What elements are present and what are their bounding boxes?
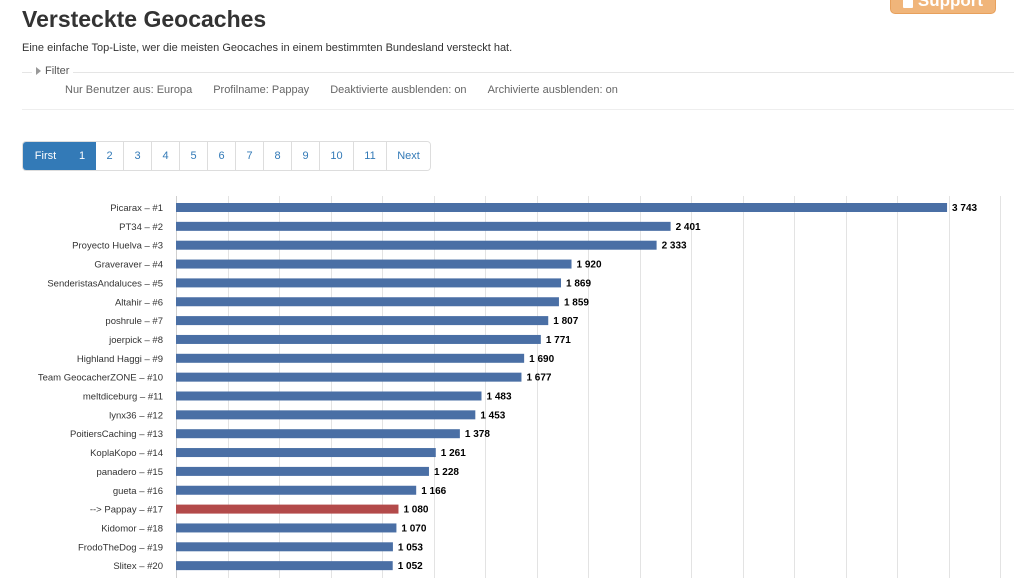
filter-option-deactivated: Deaktivierte ausblenden: on — [330, 84, 467, 96]
value-label: 3 743 — [952, 203, 977, 214]
filter-legend-label: Filter — [45, 65, 70, 77]
bar — [176, 203, 948, 212]
filter-option-profile: Profilname: Pappay — [213, 84, 310, 96]
category-label: poshrule – #7 — [105, 316, 163, 327]
value-label: 1 261 — [441, 448, 466, 459]
page-9[interactable]: 9 — [292, 142, 320, 170]
category-label: FrodoTheDog – #19 — [78, 542, 163, 553]
value-label: 1 080 — [403, 505, 428, 516]
bar — [176, 542, 393, 552]
bar — [176, 523, 397, 533]
category-label: lynx36 – #12 — [109, 410, 163, 421]
support-icon — [902, 0, 913, 8]
filter-fieldset-border — [22, 72, 1014, 73]
value-label: 1 453 — [480, 410, 505, 421]
bar — [176, 561, 393, 571]
bar — [176, 353, 525, 363]
value-label: 1 483 — [486, 392, 511, 403]
bar — [176, 448, 436, 458]
bar — [176, 504, 399, 514]
value-label: 1 070 — [401, 523, 426, 534]
bar — [176, 240, 657, 250]
page-11[interactable]: 11 — [354, 142, 387, 170]
expand-triangle-icon — [36, 67, 41, 75]
bar — [176, 391, 482, 401]
category-label: Highland Haggi – #9 — [77, 354, 163, 365]
page-10[interactable]: 10 — [320, 142, 354, 170]
bar — [176, 259, 572, 269]
category-label: KoplaKopo – #14 — [90, 448, 163, 459]
category-label: Graveraver – #4 — [94, 260, 163, 271]
pagination: First 1 2 3 4 5 6 7 8 9 10 11 Next — [22, 141, 431, 171]
bar — [176, 466, 429, 476]
value-label: 1 920 — [577, 260, 602, 271]
category-label: Altahir – #6 — [115, 297, 163, 308]
page-6[interactable]: 6 — [208, 142, 236, 170]
bar — [176, 221, 671, 231]
value-label: 2 333 — [662, 241, 687, 252]
filter-options: Nur Benutzer aus: Europa Profilname: Pap… — [65, 84, 618, 96]
category-label: Proyecto Huelva – #3 — [72, 241, 163, 252]
value-label: 1 166 — [421, 486, 446, 497]
value-label: 1 228 — [434, 467, 459, 478]
category-label: Kidomor – #18 — [101, 523, 163, 534]
category-label: joerpick – #8 — [108, 335, 163, 346]
value-label: 1 690 — [529, 354, 554, 365]
value-label: 1 052 — [398, 561, 423, 572]
value-label: 1 771 — [546, 335, 571, 346]
support-button[interactable]: Support — [890, 0, 996, 14]
page-2[interactable]: 2 — [96, 142, 124, 170]
value-label: 1 677 — [526, 373, 551, 384]
page-4[interactable]: 4 — [152, 142, 180, 170]
value-label: 1 859 — [564, 297, 589, 308]
value-label: 1 378 — [465, 429, 490, 440]
page-title: Versteckte Geocaches — [22, 6, 267, 32]
bar — [176, 278, 562, 288]
category-label: PT34 – #2 — [119, 222, 163, 233]
page-subtitle: Eine einfache Top-Liste, wer die meisten… — [22, 42, 513, 54]
page-next[interactable]: Next — [387, 142, 430, 170]
value-label: 1 053 — [398, 542, 423, 553]
bar — [176, 372, 522, 382]
filter-toggle[interactable]: Filter — [32, 65, 74, 77]
section-divider — [22, 109, 1014, 110]
category-label: --> Pappay – #17 — [90, 505, 163, 516]
page-3[interactable]: 3 — [124, 142, 152, 170]
bar — [176, 485, 417, 495]
category-label: Picarax – #1 — [110, 203, 163, 214]
category-label: panadero – #15 — [96, 467, 163, 478]
bar — [176, 316, 549, 326]
filter-option-archived: Archivierte ausblenden: on — [487, 84, 618, 96]
category-label: SenderistasAndaluces – #5 — [47, 278, 163, 289]
value-label: 1 807 — [553, 316, 578, 327]
bar — [176, 297, 559, 307]
category-label: gueta – #16 — [113, 486, 163, 497]
bar — [176, 429, 460, 439]
support-label: Support — [917, 0, 984, 10]
page-8[interactable]: 8 — [264, 142, 292, 170]
value-label: 2 401 — [676, 222, 701, 233]
filter-option-users: Nur Benutzer aus: Europa — [65, 84, 193, 96]
value-label: 1 869 — [566, 278, 591, 289]
page-7[interactable]: 7 — [236, 142, 264, 170]
bar-chart: Picarax – #1 3 743 PT34 – #2 2 401 Proyecto … — [38, 196, 1001, 578]
bar — [176, 334, 541, 344]
page-1[interactable]: 1 — [69, 142, 96, 170]
category-label: PoitiersCaching – #13 — [70, 429, 163, 440]
category-label: Team GeocacherZONE – #10 — [38, 373, 163, 384]
bar — [176, 410, 476, 420]
page-5[interactable]: 5 — [180, 142, 208, 170]
page-first[interactable]: First — [23, 142, 69, 170]
category-label: Slitex – #20 — [113, 561, 163, 572]
category-label: meltdiceburg – #11 — [83, 392, 163, 403]
